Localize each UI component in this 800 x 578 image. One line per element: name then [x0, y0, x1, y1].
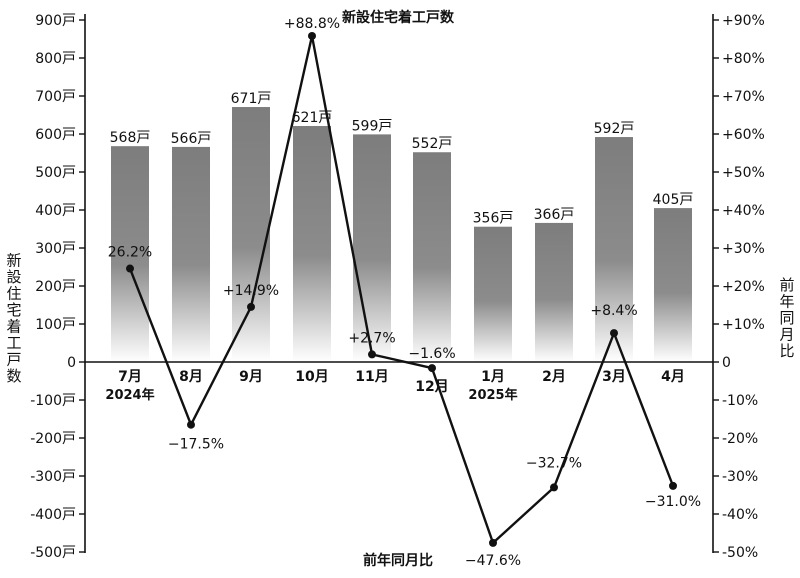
yoy-point-6	[428, 364, 436, 373]
y-tick-left: -400戸	[30, 507, 76, 523]
x-tick-label: 1月	[481, 369, 505, 385]
yoy-value-label: −47.6%	[465, 553, 521, 569]
y-tick-left: -500戸	[30, 545, 76, 561]
y-tick-right: -30%	[722, 469, 758, 485]
yoy-value-label: −1.6%	[408, 346, 455, 362]
y-tick-left: 400戸	[35, 203, 76, 219]
y-tick-left: 700戸	[35, 89, 76, 105]
y-tick-right: -20%	[722, 431, 758, 447]
bar-4	[293, 126, 331, 363]
yoy-line	[128, 34, 675, 545]
bar-3	[232, 107, 270, 363]
y-tick-left: 600戸	[35, 127, 76, 143]
bar-value-label: 671戸	[231, 91, 272, 107]
y-tick-left: 100戸	[35, 317, 76, 333]
bar-value-label: 366戸	[534, 207, 575, 223]
y-tick-right: -50%	[722, 545, 758, 561]
y-tick-left: 900戸	[35, 13, 76, 29]
x-axis-label: 前年同月比	[363, 552, 433, 569]
bar-value-label: 566戸	[171, 131, 212, 147]
y-tick-left: 200戸	[35, 279, 76, 295]
year-label: 2024年	[105, 387, 154, 403]
y-tick-left: 0	[67, 355, 76, 371]
bar-8	[535, 222, 573, 362]
y-tick-left: 500戸	[35, 165, 76, 181]
x-tick-label: 4月	[661, 369, 685, 385]
year-label: 2025年	[468, 387, 517, 403]
y-tick-left: 800戸	[35, 51, 76, 67]
yoy-point-5	[368, 350, 376, 359]
y-tick-right: -40%	[722, 507, 758, 523]
bar-10	[654, 208, 692, 362]
yoy-point-3	[247, 302, 255, 311]
y-tick-left: 300戸	[35, 241, 76, 257]
y-tick-right: +80%	[722, 51, 765, 67]
bar-value-label: 405戸	[653, 192, 694, 208]
bar-2	[172, 146, 210, 362]
bar-value-label: 356戸	[473, 211, 514, 227]
yoy-point-1	[126, 264, 134, 273]
yoy-point-8	[550, 483, 558, 492]
x-tick-label: 3月	[602, 369, 626, 385]
yoy-value-label: −31.0%	[645, 494, 701, 510]
y-tick-right: +40%	[722, 203, 765, 219]
x-tick-label: 7月	[118, 369, 142, 385]
chart-title: 新設住宅着工戸数	[342, 9, 455, 26]
y-tick-left: -100戸	[30, 393, 76, 409]
bar-value-label: 592戸	[594, 121, 635, 137]
y-tick-right: +10%	[722, 317, 765, 333]
bar-6	[413, 152, 451, 362]
x-tick-label: 11月	[355, 369, 388, 385]
bar-5	[353, 134, 391, 362]
y-tick-right: +50%	[722, 165, 765, 181]
bar-7	[474, 226, 512, 362]
bar-value-label: 568戸	[110, 130, 151, 146]
yoy-point-9	[610, 329, 618, 338]
bar-value-label: 552戸	[412, 136, 453, 152]
y-tick-right: 0	[722, 355, 731, 371]
yoy-point-7	[489, 538, 497, 547]
x-tick-label: 8月	[179, 369, 203, 385]
y-axis-label-left: 新設住宅着工戸数	[6, 251, 21, 385]
y-tick-left: -200戸	[30, 431, 76, 447]
yoy-value-label: +88.8%	[284, 16, 340, 32]
y-tick-left: -300戸	[30, 469, 76, 485]
x-tick-label: 12月	[415, 379, 448, 395]
y-tick-right: +60%	[722, 127, 765, 143]
x-tick-label: 2月	[542, 369, 566, 385]
yoy-value-label: +14.9%	[223, 283, 279, 299]
y-axis-label-right: 前年同月比	[779, 276, 794, 360]
yoy-value-label: −17.5%	[168, 437, 224, 453]
bar-value-label: 599戸	[352, 118, 393, 134]
yoy-value-label: +8.4%	[590, 303, 637, 319]
x-tick-label: 9月	[239, 369, 263, 385]
bar-1	[111, 146, 149, 362]
y-tick-right: +90%	[722, 13, 765, 29]
bar-value-label: 621戸	[292, 110, 333, 126]
y-tick-right: +20%	[722, 279, 765, 295]
yoy-point-10	[669, 481, 677, 490]
x-tick-label: 10月	[295, 369, 328, 385]
bar-9	[595, 137, 633, 362]
y-tick-right: -10%	[722, 393, 758, 409]
yoy-value-label: +2.7%	[348, 330, 395, 346]
y-tick-right: +70%	[722, 89, 765, 105]
yoy-point-2	[187, 420, 195, 429]
y-tick-right: +30%	[722, 241, 765, 257]
yoy-value-label: −32.7%	[526, 455, 582, 471]
yoy-value-label: 26.2%	[108, 245, 152, 261]
yoy-point-4	[308, 31, 316, 40]
